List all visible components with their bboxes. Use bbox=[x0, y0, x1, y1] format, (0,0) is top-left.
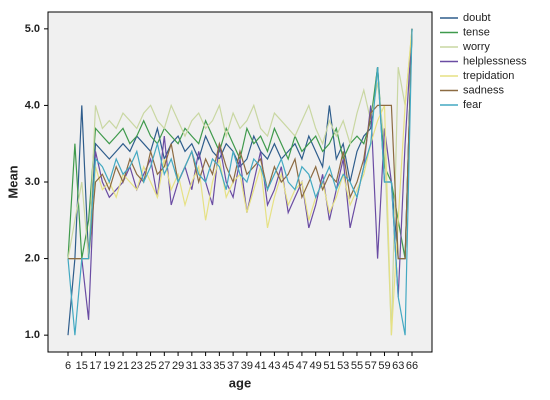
x-tick-label: 33 bbox=[199, 360, 211, 372]
y-tick-label: 1.0 bbox=[25, 329, 40, 341]
x-tick-label: 66 bbox=[406, 360, 418, 372]
x-tick-label: 47 bbox=[296, 360, 308, 372]
x-tick-label: 63 bbox=[392, 360, 404, 372]
series-line bbox=[67, 28, 413, 336]
x-tick-label: 23 bbox=[131, 360, 143, 372]
y-tick-label: 4.0 bbox=[25, 99, 40, 111]
x-tick-label: 49 bbox=[310, 360, 322, 372]
x-tick-label: 27 bbox=[158, 360, 170, 372]
x-tick-label: 45 bbox=[282, 360, 294, 372]
y-tick-label: 2.0 bbox=[25, 252, 40, 264]
series-line bbox=[67, 28, 413, 336]
x-tick-label: 43 bbox=[268, 360, 280, 372]
x-tick-label: 55 bbox=[351, 360, 363, 372]
legend-label: worry bbox=[462, 41, 490, 53]
legend-label: trepidation bbox=[463, 70, 514, 82]
x-tick-label: 21 bbox=[117, 360, 129, 372]
x-axis-title: age bbox=[229, 375, 251, 390]
series-line bbox=[68, 28, 413, 260]
x-tick-label: 25 bbox=[144, 360, 156, 372]
x-tick-label: 17 bbox=[89, 360, 101, 372]
x-tick-label: 59 bbox=[378, 360, 390, 372]
x-tick-label: 57 bbox=[365, 360, 377, 372]
x-tick-label: 53 bbox=[337, 360, 349, 372]
x-tick-label: 37 bbox=[227, 360, 239, 372]
series-line bbox=[67, 28, 413, 336]
y-axis-title: Mean bbox=[5, 165, 20, 198]
x-tick-label: 19 bbox=[103, 360, 115, 372]
x-tick-label: 41 bbox=[255, 360, 267, 372]
x-tick-label: 35 bbox=[213, 360, 225, 372]
y-tick-label: 5.0 bbox=[25, 23, 40, 35]
legend-label: tense bbox=[463, 26, 490, 38]
legend-label: helplessness bbox=[463, 55, 527, 67]
y-tick-label: 3.0 bbox=[25, 176, 40, 188]
x-tick-label: 29 bbox=[172, 360, 184, 372]
legend-label: sadness bbox=[463, 84, 504, 96]
x-tick-label: 39 bbox=[241, 360, 253, 372]
legend-label: fear bbox=[463, 99, 482, 111]
x-tick-label: 6 bbox=[65, 360, 71, 372]
x-tick-label: 51 bbox=[323, 360, 335, 372]
x-tick-label: 15 bbox=[76, 360, 88, 372]
legend-label: doubt bbox=[463, 12, 491, 24]
x-tick-label: 31 bbox=[186, 360, 198, 372]
